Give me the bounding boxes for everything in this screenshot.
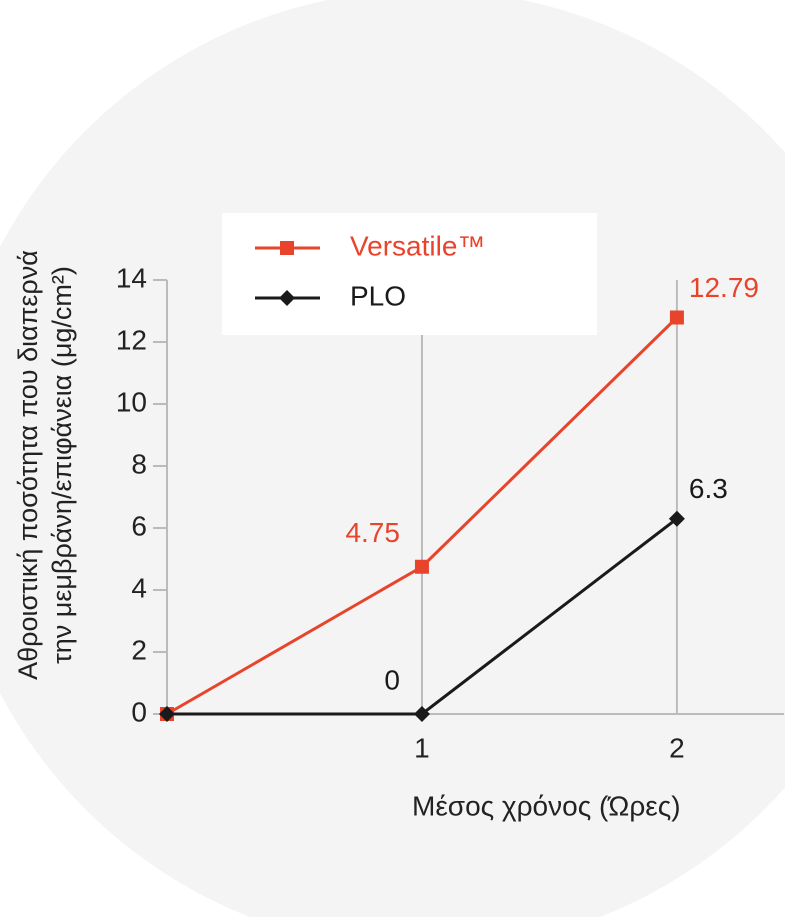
legend-label: PLO <box>350 280 406 311</box>
legend-marker <box>279 290 295 306</box>
marker <box>669 310 684 325</box>
data-label: 4.75 <box>345 517 400 548</box>
x-tick-label: 2 <box>669 732 685 763</box>
y-tick-label: 12 <box>116 324 147 355</box>
y-tick-label: 10 <box>116 386 147 417</box>
legend-box <box>222 213 597 335</box>
x-axis-label: Μέσος χρόνος (Ώρες) <box>412 790 681 821</box>
data-label: 0 <box>384 664 400 695</box>
y-tick-label: 2 <box>131 634 147 665</box>
legend: Versatile™ PLO <box>222 213 597 335</box>
marker <box>413 706 430 722</box>
y-axis-label: Αθροιστική ποσότητα που διαπερνά <box>13 250 43 680</box>
legend-label: Versatile™ <box>350 230 485 261</box>
marker <box>159 706 175 722</box>
marker <box>668 510 685 527</box>
legend-marker <box>280 241 294 255</box>
y-tick-label: 8 <box>131 448 147 479</box>
marker <box>414 559 429 574</box>
data-label: 6.3 <box>689 473 728 504</box>
y-axis-label: την μεμβράνη/επιφάνεια (μg/cm²) <box>47 266 77 664</box>
y-tick-label: 0 <box>131 696 147 727</box>
x-tick-label: 1 <box>414 732 430 763</box>
y-tick-label: 14 <box>116 262 147 293</box>
data-label: 12.79 <box>689 272 759 303</box>
y-tick-label: 4 <box>131 572 147 603</box>
y-tick-label: 6 <box>131 510 147 541</box>
